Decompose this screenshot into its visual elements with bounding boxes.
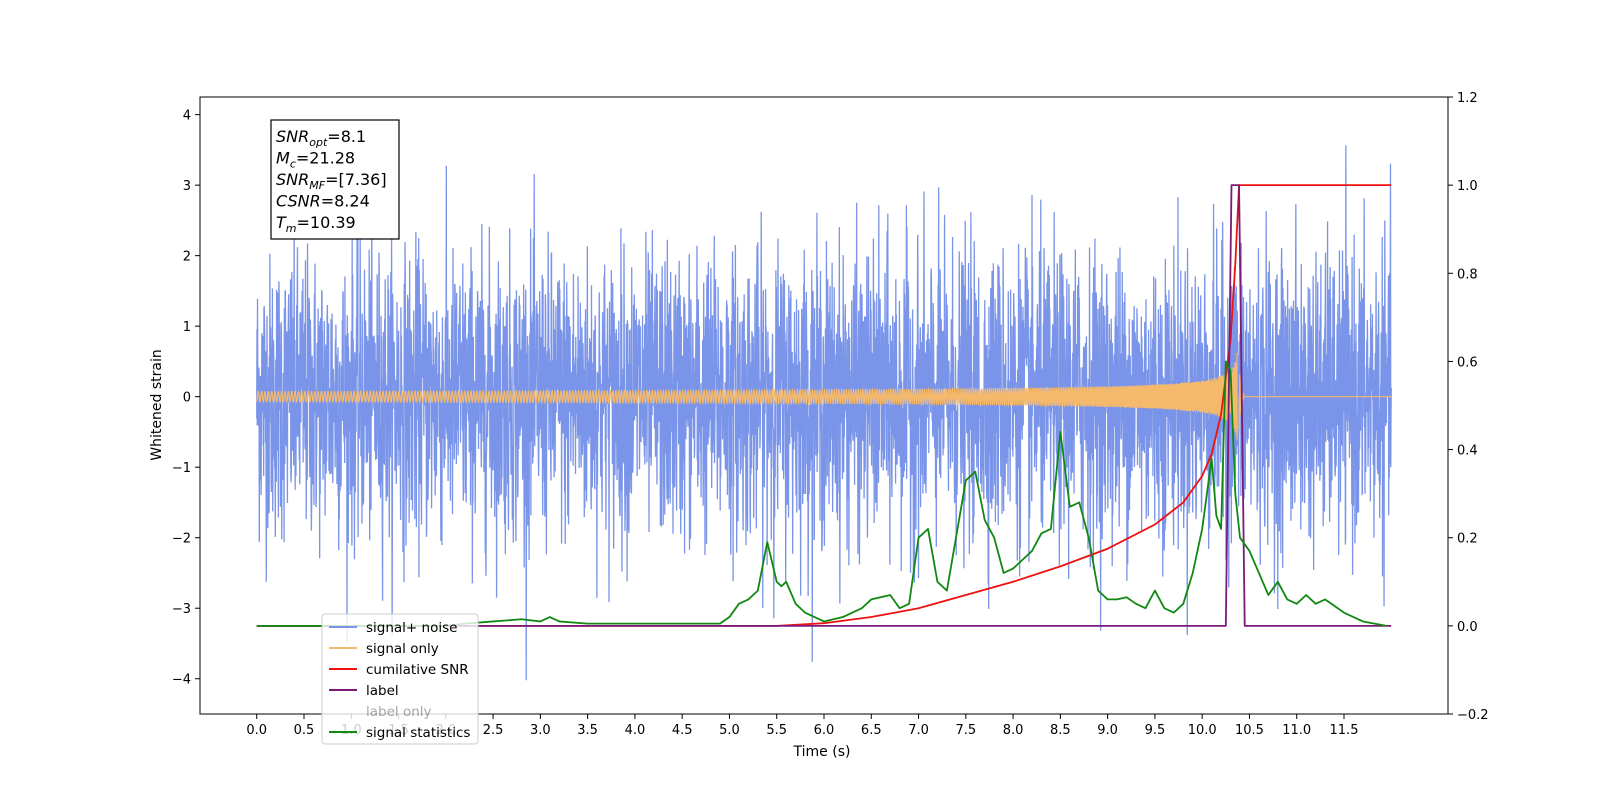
x-tick-label: 9.5 — [1145, 723, 1166, 738]
y-tick-label: −2 — [172, 532, 191, 547]
annotation-line: Tm=10.39 — [276, 213, 356, 235]
legend-entry: signal+ noise — [366, 620, 457, 636]
x-tick-label: 10.0 — [1188, 723, 1217, 738]
x-tick-label: 3.5 — [577, 723, 598, 738]
x-tick-label: 11.0 — [1282, 723, 1311, 738]
x-tick-label: 5.0 — [719, 723, 740, 738]
series-label — [256, 184, 1392, 627]
annotation-value: =10.39 — [297, 213, 356, 232]
x-tick-label: 9.0 — [1097, 723, 1118, 738]
annotation-value: =[7.36] — [325, 170, 387, 189]
annotation-subscript: MF — [309, 179, 325, 192]
y-tick-label: 2 — [183, 250, 191, 265]
x-tick-label: 6.5 — [861, 723, 882, 738]
x-tick-label: 11.5 — [1330, 723, 1359, 738]
y-tick-label: 0 — [183, 391, 191, 406]
x-tick-label: 0.5 — [294, 723, 315, 738]
annotation-symbol: T — [276, 213, 287, 232]
y-axis-right: 1.2 1.0 0.8 0.6 0.4 0.2 0.0 −0.2 — [1448, 91, 1489, 723]
annotation-line: SNRMF=[7.36] — [276, 170, 387, 192]
annotation-symbol: M — [276, 149, 290, 168]
legend: signal+ noise signal only cumilative SNR la… — [321, 613, 479, 745]
y2-tick-label: 0.8 — [1457, 267, 1478, 282]
annotation-subscript: m — [286, 222, 297, 235]
annotation-line: CSNR=8.24 — [276, 192, 370, 211]
y2-tick-label: −0.2 — [1457, 708, 1489, 723]
y2-tick-label: 0.0 — [1457, 620, 1478, 635]
annotation-symbol: CSNR — [276, 192, 321, 211]
legend-entry: label — [366, 683, 399, 699]
x-tick-label: 4.0 — [625, 723, 646, 738]
y2-tick-label: 1.0 — [1457, 179, 1478, 194]
legend-entry: label only — [366, 704, 432, 720]
annotation-value: =8.24 — [321, 192, 370, 211]
y-tick-label: 1 — [183, 320, 191, 335]
x-tick-label: 6.0 — [814, 723, 835, 738]
annotation-subscript: c — [290, 158, 296, 171]
y2-tick-label: 0.4 — [1457, 444, 1478, 459]
y-tick-label: −4 — [172, 673, 191, 688]
x-tick-label: 8.0 — [1003, 723, 1024, 738]
y2-tick-label: 1.2 — [1457, 91, 1478, 106]
legend-entry: cumilative SNR — [366, 662, 469, 678]
y-tick-label: −3 — [172, 602, 191, 617]
annotation-box: SNRopt=8.1Mc=21.28SNRMF=[7.36]CSNR=8.24T… — [270, 119, 400, 240]
x-tick-label: 0.0 — [246, 723, 267, 738]
y2-tick-label: 0.6 — [1457, 355, 1478, 370]
annotation-subscript: opt — [309, 136, 328, 149]
legend-entry: signal only — [366, 641, 439, 657]
x-tick-label: 2.5 — [483, 723, 504, 738]
y-tick-label: −1 — [172, 461, 191, 476]
series-cumulative-snr — [256, 184, 1392, 627]
annotation-value: =8.1 — [327, 127, 366, 146]
x-tick-label: 7.0 — [908, 723, 929, 738]
x-tick-label: 3.0 — [530, 723, 551, 738]
y2-tick-label: 0.2 — [1457, 532, 1478, 547]
legend-entry: signal statistics — [366, 725, 470, 741]
y-tick-label: 4 — [183, 109, 191, 124]
annotation-frame — [270, 119, 400, 240]
legend-frame — [321, 613, 479, 745]
x-tick-label: 7.5 — [955, 723, 976, 738]
series-signal-noise — [256, 145, 1392, 681]
annotation-symbol: SNR — [276, 127, 309, 146]
x-axis-label: Time (s) — [793, 744, 851, 760]
x-tick-label: 8.5 — [1050, 723, 1071, 738]
x-tick-label: 10.5 — [1235, 723, 1264, 738]
y-tick-label: 3 — [183, 179, 191, 194]
series-signal-statistics — [256, 360, 1387, 627]
series-signal-only — [256, 352, 1392, 440]
annotation-line: SNRopt=8.1 — [276, 127, 366, 149]
annotation-value: =21.28 — [296, 149, 355, 168]
x-tick-label: 5.5 — [766, 723, 787, 738]
annotation-line: Mc=21.28 — [276, 149, 355, 171]
annotation-symbol: SNR — [276, 170, 309, 189]
x-tick-label: 4.5 — [672, 723, 693, 738]
y-axis-label: Whitened strain — [149, 349, 165, 460]
series-layer — [256, 145, 1392, 681]
y-axis-left: 4 3 2 1 0 −1 −2 −3 −4 — [172, 109, 200, 688]
